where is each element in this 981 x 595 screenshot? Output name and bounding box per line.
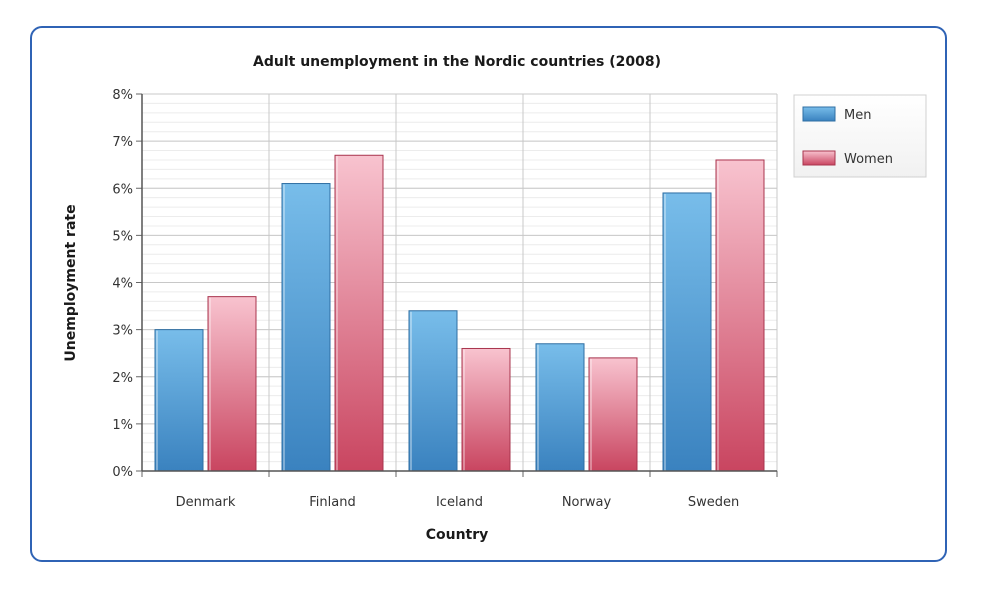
bar-men-iceland — [408, 310, 458, 472]
y-tick-label: 0% — [112, 465, 133, 480]
bar-men-norway — [535, 343, 585, 472]
x-tick-label: Norway — [562, 495, 612, 510]
bar-women-sweden — [715, 159, 765, 472]
y-tick-label: 8% — [112, 88, 133, 103]
legend-swatch-women — [802, 150, 836, 166]
x-tick-labels: Denmark Finland Iceland Norway Sweden — [176, 495, 740, 510]
y-tick-label: 1% — [112, 418, 133, 433]
axes — [136, 93, 778, 477]
bar-women-denmark — [207, 296, 257, 472]
x-axis-title: Country — [426, 527, 489, 543]
bar-women-iceland — [461, 347, 511, 472]
x-tick-label: Denmark — [176, 495, 236, 510]
legend-label-women: Women — [844, 152, 893, 167]
y-tick-labels: 0% 1% 2% 3% 4% 5% 6% 7% 8% — [112, 88, 133, 480]
y-tick-label: 5% — [112, 229, 133, 244]
chart-title: Adult unemployment in the Nordic countri… — [253, 54, 661, 70]
bar-men-sweden — [662, 192, 712, 472]
bar-women-finland — [334, 154, 384, 472]
legend-label-men: Men — [844, 108, 871, 123]
bar-women-norway — [588, 357, 638, 472]
y-tick-label: 4% — [112, 277, 133, 292]
bars — [154, 154, 765, 472]
x-tick-label: Finland — [309, 495, 355, 510]
y-axis-title: Unemployment rate — [63, 204, 79, 361]
legend-swatch-men — [802, 106, 836, 122]
legend: Men Women — [793, 94, 927, 178]
y-tick-label: 3% — [112, 324, 133, 339]
x-tick-label: Sweden — [688, 495, 739, 510]
y-tick-label: 7% — [112, 135, 133, 150]
y-tick-label: 2% — [112, 371, 133, 386]
x-tick-label: Iceland — [436, 495, 483, 510]
y-tick-label: 6% — [112, 182, 133, 197]
bar-men-finland — [281, 183, 331, 472]
bar-men-denmark — [154, 329, 204, 472]
